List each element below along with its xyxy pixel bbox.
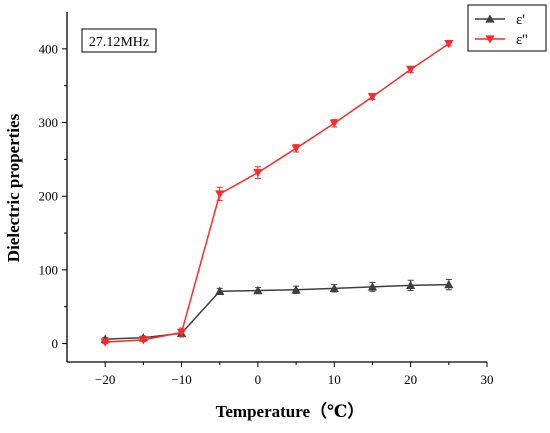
triangle-down-marker [176,328,187,338]
triangle-down-marker [253,168,263,178]
x-tick-label: 20 [404,372,417,387]
triangle-up-marker [406,280,416,290]
x-tick-label: −20 [95,372,115,387]
triangle-down-marker [138,336,148,345]
y-tick-label: 0 [52,336,59,351]
triangle-up-marker [444,280,454,289]
legend: ε' ε'' [467,4,547,52]
y-tick-label: 400 [39,41,59,56]
triangle-up-marker [215,286,225,295]
triangle-down-marker [444,40,454,49]
y-tick-label: 200 [39,189,59,204]
x-tick-label: 10 [328,372,341,387]
legend-label: ε'' [516,32,528,48]
x-tick-label: 30 [481,372,494,387]
series-line [105,43,450,343]
x-tick-label: 0 [255,372,262,387]
x-tick-label: −10 [171,372,191,387]
x-axis-title: Temperature（℃） [216,401,365,421]
y-tick-label: 300 [39,115,59,130]
series-line [105,283,449,340]
legend-frame [467,4,547,52]
triangle-down-marker [406,65,416,75]
annotation-frame [81,28,157,53]
triangle-up-marker [367,282,378,291]
triangle-up-marker [291,285,301,294]
triangle-down-marker [329,119,339,128]
triangle-down-marker [215,190,225,199]
y-axis-title: Dielectric properties [4,113,23,262]
legend-label: ε' [516,12,525,28]
series-1 [100,278,454,343]
legend-item: ε' [475,12,525,28]
legend-item: ε'' [475,32,528,48]
triangle-up-marker [253,285,263,295]
series-layer [100,40,454,347]
y-tick-label: 100 [39,262,59,277]
triangle-up-marker [485,14,495,23]
series-2 [100,40,454,347]
triangle-up-marker [329,283,339,292]
triangle-down-marker [100,338,110,347]
annotation-box: 27.12MHz [81,28,157,53]
triangle-down-marker [367,93,378,102]
triangle-down-marker [291,144,301,153]
triangle-down-marker [485,35,495,44]
annotation-label: 27.12MHz [89,35,149,50]
